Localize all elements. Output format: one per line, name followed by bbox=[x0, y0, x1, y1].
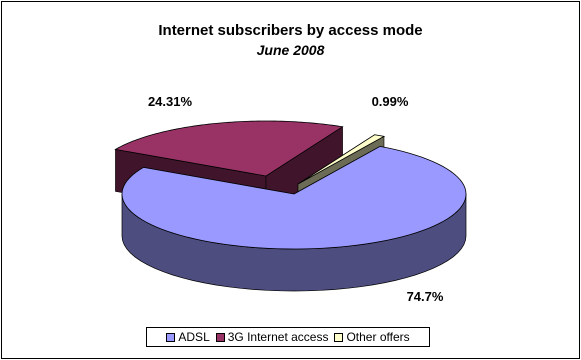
legend-label-adsl: ADSL bbox=[178, 330, 210, 344]
legend-item-3g: 3G Internet access bbox=[215, 330, 329, 344]
legend-swatch-other bbox=[334, 332, 344, 342]
chart-title: Internet subscribers by access mode bbox=[158, 22, 423, 39]
legend-item-adsl: ADSL bbox=[166, 330, 210, 344]
legend-label-other: Other offers bbox=[346, 330, 410, 344]
pie-slice-adsl bbox=[121, 145, 467, 250]
pie-slice-other bbox=[297, 134, 386, 185]
chart-subtitle: June 2008 bbox=[256, 42, 325, 58]
data-label-other: 0.99% bbox=[372, 94, 409, 109]
legend-item-other: Other offers bbox=[334, 330, 410, 344]
chart-legend: ADSL 3G Internet access Other offers bbox=[146, 327, 430, 347]
data-label-3g: 24.31% bbox=[148, 94, 193, 109]
legend-label-3g: 3G Internet access bbox=[227, 330, 329, 344]
legend-swatch-adsl bbox=[166, 332, 176, 342]
pie-slice-3g bbox=[114, 120, 344, 177]
legend-swatch-3g bbox=[215, 332, 225, 342]
data-label-adsl: 74.7% bbox=[407, 289, 444, 304]
